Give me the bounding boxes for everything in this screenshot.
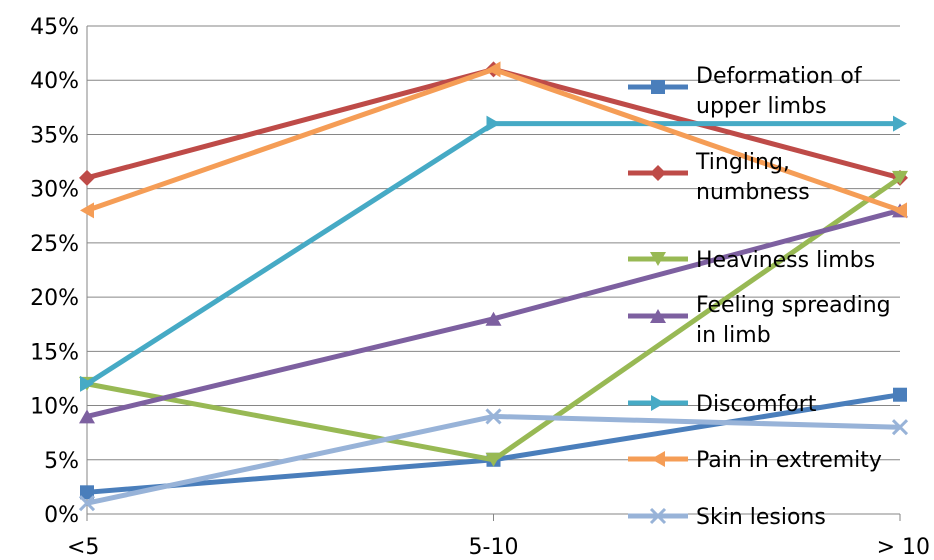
series-4	[80, 115, 907, 392]
y-tick-label: 0%	[44, 503, 79, 528]
legend-label: upper limbs	[696, 94, 827, 119]
legend-entry-0: Deformation of upper limbs	[628, 64, 863, 119]
data-point	[893, 202, 907, 219]
y-tick-label: 10%	[30, 395, 79, 420]
data-point	[79, 409, 95, 424]
data-point	[486, 115, 501, 132]
y-tick-label: 45%	[30, 15, 79, 40]
y-tick-label: 20%	[30, 286, 79, 311]
data-point	[80, 202, 94, 219]
data-point	[79, 169, 95, 186]
data-series	[78, 61, 909, 512]
data-point	[485, 408, 502, 425]
data-point	[486, 61, 501, 78]
legend-marker	[651, 395, 665, 411]
marker-stroke	[78, 495, 96, 512]
legend-marker	[651, 80, 665, 94]
legend-label: in limb	[696, 323, 771, 348]
legend-label: Skin lesions	[696, 505, 826, 530]
y-tick-label: 30%	[30, 178, 79, 203]
legend-entry-4: Discomfort	[628, 392, 817, 417]
legend-marker	[650, 165, 666, 181]
data-point	[892, 170, 908, 185]
data-point	[893, 115, 907, 132]
data-point	[78, 495, 96, 512]
y-tick-label: 40%	[30, 69, 79, 94]
y-tick-label: 5%	[44, 449, 79, 474]
legend-marker	[650, 252, 666, 266]
legend-entry-2: Heaviness limbs	[628, 248, 875, 273]
legend-entry-5: Pain in extremity	[628, 448, 882, 473]
data-point	[485, 311, 502, 326]
marker-stroke	[649, 507, 667, 525]
x-tick-label: 5-10	[469, 535, 519, 560]
marker-stroke	[891, 419, 909, 436]
data-point	[80, 375, 94, 392]
data-point	[80, 485, 94, 500]
data-point	[893, 387, 907, 402]
y-tick-label: 35%	[30, 123, 79, 148]
legend: Deformation of upper limbs Tingling, numbne…	[628, 64, 891, 530]
legend-label: Tingling,	[695, 150, 790, 175]
x-tick-label: <5	[67, 535, 99, 560]
y-tick-label: 15%	[30, 340, 79, 365]
legend-entry-1: Tingling, numbness	[628, 150, 810, 205]
y-tick-label: 25%	[30, 232, 79, 257]
data-point	[891, 419, 909, 436]
legend-marker	[651, 451, 665, 467]
legend-entry-3: Feeling spreading in limb	[628, 293, 891, 348]
legend-marker	[650, 309, 666, 323]
legend-marker	[649, 507, 667, 525]
legend-entry-6: Skin lesions	[628, 505, 826, 530]
series-5	[80, 61, 907, 219]
series-6	[78, 408, 909, 512]
marker-stroke	[485, 408, 502, 425]
legend-label: Discomfort	[696, 392, 817, 417]
x-tick-label: > 10	[877, 535, 930, 560]
axes: 0% 5% 10% 15% 20% 25% 30% 35% 40% 45% <5 5-10 > 10	[30, 15, 930, 560]
legend-label: Deformation of	[696, 64, 863, 89]
legend-label: numbness	[696, 180, 810, 205]
legend-label: Feeling spreading	[696, 293, 891, 318]
legend-label: Pain in extremity	[696, 448, 882, 473]
legend-label: Heaviness limbs	[696, 248, 875, 273]
data-point	[485, 452, 502, 467]
